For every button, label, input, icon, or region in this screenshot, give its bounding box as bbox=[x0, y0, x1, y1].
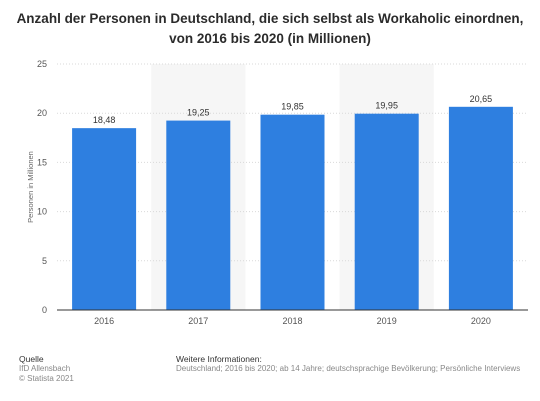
x-tick-label: 2018 bbox=[282, 316, 302, 326]
source-name: IfD Allensbach bbox=[19, 364, 71, 373]
bar-2020 bbox=[448, 106, 513, 310]
y-axis-title: Personen in Millionen bbox=[26, 151, 35, 223]
source-heading: Quelle bbox=[19, 354, 44, 364]
info-text: Deutschland; 2016 bis 2020; ab 14 Jahre;… bbox=[176, 364, 521, 373]
x-tick-label: 2019 bbox=[377, 316, 397, 326]
bar-2018 bbox=[260, 114, 325, 311]
info-heading: Weitere Informationen: bbox=[176, 354, 262, 364]
y-tick-label: 5 bbox=[42, 256, 47, 266]
y-tick-label: 25 bbox=[37, 59, 47, 69]
y-tick-label: 0 bbox=[42, 305, 47, 315]
x-tick-label: 2016 bbox=[94, 316, 114, 326]
y-tick-label: 15 bbox=[37, 157, 47, 167]
copyright: © Statista 2021 bbox=[19, 374, 74, 383]
info-block: Weitere Informationen: Deutschland; 2016… bbox=[176, 354, 520, 374]
bar-2017 bbox=[166, 120, 231, 310]
chart-title: Anzahl der Personen in Deutschland, die … bbox=[16, 11, 524, 46]
data-label: 19,85 bbox=[281, 102, 304, 112]
y-tick-label: 10 bbox=[37, 207, 47, 217]
data-label: 19,95 bbox=[375, 101, 398, 111]
bar-2019 bbox=[354, 113, 419, 310]
y-tick-label: 20 bbox=[37, 108, 47, 118]
source-block: Quelle IfD Allensbach © Statista 2021 bbox=[19, 354, 74, 384]
data-label: 19,25 bbox=[187, 108, 210, 118]
data-label: 18,48 bbox=[93, 115, 116, 125]
x-tick-label: 2020 bbox=[471, 316, 491, 326]
bar-2016 bbox=[72, 128, 137, 310]
data-label: 20,65 bbox=[470, 94, 493, 104]
x-tick-label: 2017 bbox=[188, 316, 208, 326]
